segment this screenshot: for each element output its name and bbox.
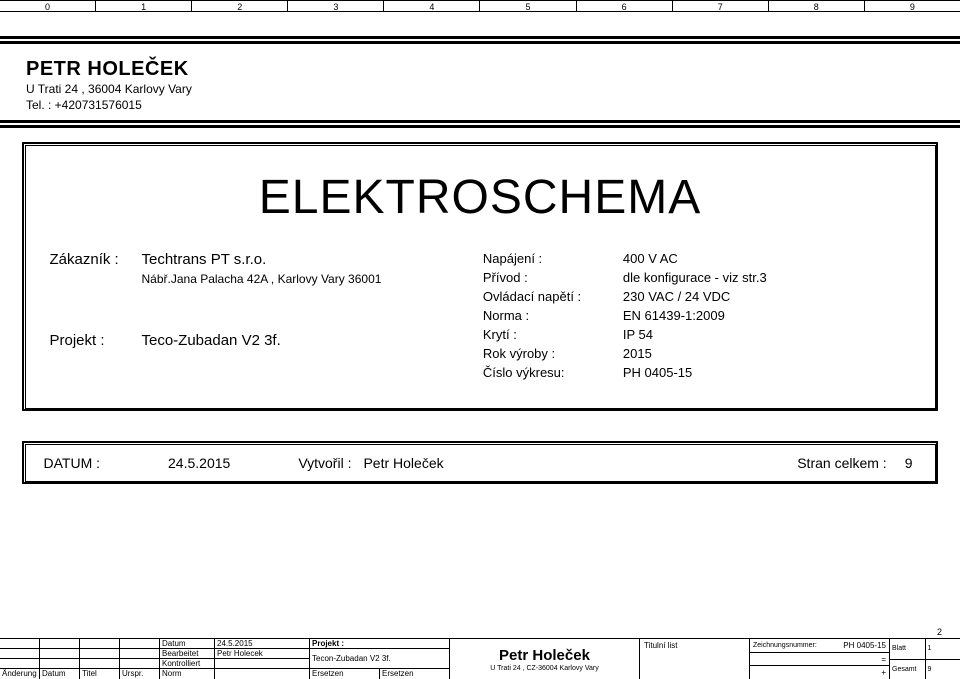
- ruler-cell: 1: [96, 1, 192, 11]
- ersetzen-label: Ersetzen: [310, 669, 380, 679]
- spec-value: 230 VAC / 24 VDC: [623, 289, 730, 304]
- ruler-cell: 6: [577, 1, 673, 11]
- date-frame: DATUM : 24.5.2015 Vytvořil : Petr Holeče…: [22, 441, 938, 484]
- drawing-number-area: Zeichnungsnummer: PH 0405-15 = +: [750, 639, 890, 679]
- rev-header: Titel: [80, 669, 120, 679]
- ersetzen-label: Ersetzen: [380, 669, 449, 679]
- sheet-number-area: Blatt1 Gesamt9: [890, 639, 960, 679]
- meta-label: Kontrolliert: [160, 659, 215, 668]
- project-name: Tecon-Zubadan V2 3f.: [310, 649, 449, 669]
- sheet-title: Titulní list: [640, 639, 750, 679]
- company-addr: U Trati 24 , CZ-36004 Karlovy Vary: [490, 665, 598, 672]
- project-label: Projekt :: [310, 639, 449, 649]
- meta-value: Petr Holecek: [215, 649, 309, 658]
- customer-value: Techtrans PT s.r.o.: [142, 251, 267, 268]
- main-frame: ELEKTROSCHEMA Zákazník : Techtrans PT s.…: [22, 142, 938, 411]
- spec-value: PH 0405-15: [623, 365, 692, 380]
- datum-value: 24.5.2015: [168, 455, 230, 471]
- spec-label: Krytí :: [483, 327, 623, 342]
- page-title: ELEKTROSCHEMA: [50, 170, 911, 225]
- dwg-label: Zeichnungsnummer:: [753, 642, 817, 649]
- rev-header: Änderung: [0, 669, 40, 679]
- company-cell: Petr Holeček U Trati 24 , CZ-36004 Karlo…: [450, 639, 640, 679]
- ruler-cell: 0: [0, 1, 96, 11]
- spec-label: Napájení :: [483, 251, 623, 266]
- right-column: Napájení :400 V AC Přívod :dle konfigura…: [483, 251, 911, 384]
- spec-label: Rok výroby :: [483, 346, 623, 361]
- rev-header: Urspr.: [120, 669, 159, 679]
- company-tel: Tel. : +420731576015: [26, 98, 934, 112]
- meta-area: Datum24.5.2015 BearbeitetPetr Holecek Ko…: [160, 639, 310, 679]
- spec-value: IP 54: [623, 327, 653, 342]
- ruler-cell: 3: [288, 1, 384, 11]
- meta-value: 24.5.2015: [215, 639, 309, 648]
- company-name: PETR HOLEČEK: [26, 58, 934, 81]
- spec-value: 2015: [623, 346, 652, 361]
- total-value: 9: [926, 660, 960, 679]
- spec-value: dle konfigurace - viz str.3: [623, 270, 767, 285]
- pages-value: 9: [905, 455, 913, 471]
- dwg-number: PH 0405-15: [843, 641, 886, 650]
- project-value: Teco-Zubadan V2 3f.: [142, 332, 281, 349]
- meta-value: [215, 659, 309, 668]
- spec-label: Číslo výkresu:: [483, 365, 623, 380]
- project-label: Projekt :: [50, 332, 142, 349]
- spec-value: 400 V AC: [623, 251, 678, 266]
- vytvoril-value: Petr Holeček: [363, 455, 443, 471]
- project-area: Projekt : Tecon-Zubadan V2 3f. Ersetzen …: [310, 639, 450, 679]
- rev-header: Datum: [40, 669, 80, 679]
- pages-label: Stran celkem :: [797, 455, 886, 471]
- customer-label: Zákazník :: [50, 251, 142, 268]
- spec-label: Ovládací napětí :: [483, 289, 623, 304]
- ruler-cell: 2: [192, 1, 288, 11]
- ruler-cell: 8: [769, 1, 865, 11]
- meta-label: Datum: [160, 639, 215, 648]
- vytvoril-label: Vytvořil :: [298, 455, 351, 471]
- dwg-plus: +: [881, 668, 886, 677]
- company-address: U Trati 24 , 36004 Karlovy Vary: [26, 82, 934, 96]
- sheet-label: Blatt: [890, 639, 926, 659]
- ruler-cell: 9: [865, 1, 960, 11]
- title-block: 2 Änderung Datum Titel Urspr. Datum24.5.…: [0, 638, 960, 679]
- revision-area: Änderung Datum Titel Urspr.: [0, 639, 160, 679]
- company-block: PETR HOLEČEK U Trati 24 , 36004 Karlovy …: [0, 44, 960, 120]
- sheet-value: 1: [926, 639, 960, 659]
- meta-label: Norm: [160, 669, 215, 679]
- customer-address: Nábř.Jana Palacha 42A , Karlovy Vary 360…: [142, 272, 443, 286]
- left-column: Zákazník : Techtrans PT s.r.o. Nábř.Jana…: [50, 251, 443, 384]
- total-label: Gesamt: [890, 660, 926, 679]
- ruler-cell: 4: [384, 1, 480, 11]
- meta-label: Bearbeitet: [160, 649, 215, 658]
- column-ruler: 0 1 2 3 4 5 6 7 8 9: [0, 0, 960, 12]
- spec-value: EN 61439-1:2009: [623, 308, 725, 323]
- next-sheet-number: 2: [937, 627, 942, 637]
- ruler-cell: 5: [480, 1, 576, 11]
- datum-label: DATUM :: [44, 455, 101, 471]
- company-name: Petr Holeček: [499, 647, 590, 664]
- dwg-eq: =: [881, 655, 886, 664]
- spec-label: Přívod :: [483, 270, 623, 285]
- ruler-cell: 7: [673, 1, 769, 11]
- meta-value: [215, 669, 309, 679]
- spec-label: Norma :: [483, 308, 623, 323]
